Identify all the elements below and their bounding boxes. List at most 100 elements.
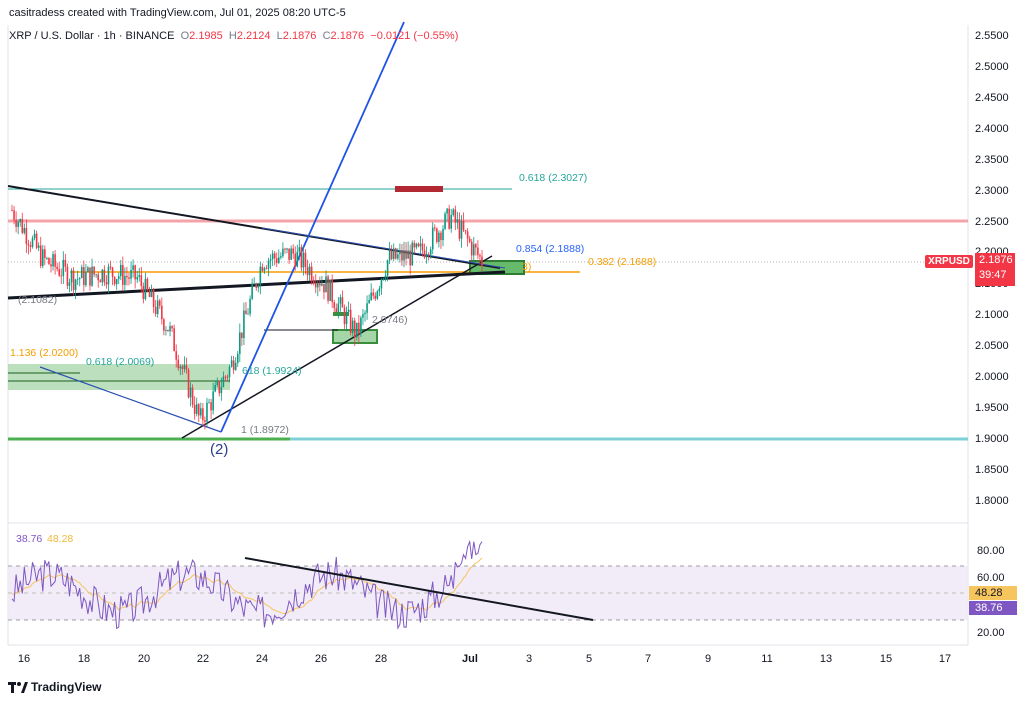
candle-body: [436, 228, 438, 242]
candle-body: [423, 250, 426, 258]
candle-body: [76, 278, 79, 280]
candle-body: [150, 289, 153, 297]
candle-body: [161, 305, 163, 320]
candle-body: [304, 252, 307, 267]
candle-body: [282, 248, 284, 257]
candle-body: [249, 298, 251, 314]
candle-body: [255, 283, 258, 288]
candle-body: [37, 245, 40, 248]
candle-body: [171, 326, 173, 329]
candle-body: [392, 248, 395, 259]
candle-body: [175, 351, 177, 360]
candle-body: [472, 244, 475, 256]
candle-body: [60, 275, 63, 277]
candle-body: [475, 244, 477, 248]
candle-body: [333, 302, 336, 309]
candle-body: [87, 267, 89, 273]
candle-body: [62, 259, 65, 277]
candle-body: [468, 238, 471, 242]
candle-body: [376, 291, 379, 299]
candle-body: [341, 297, 344, 308]
candle-body: [323, 283, 325, 293]
fib-136-label: 1.136 (2.0200): [10, 347, 79, 359]
time-tick: 26: [314, 653, 328, 665]
time-tick: 28: [374, 653, 388, 665]
rsi-tick: 20.00: [977, 627, 1005, 639]
candle-body: [177, 359, 180, 369]
candle-body: [399, 250, 401, 255]
candle-body: [56, 266, 58, 270]
fib-618-b-label: 618 (1.9924): [242, 365, 302, 377]
candle-body: [343, 307, 346, 325]
candle-body: [329, 279, 331, 301]
candle-body: [310, 266, 313, 282]
candle-body: [425, 253, 428, 258]
candle-body: [460, 221, 463, 239]
candle-body: [331, 279, 333, 303]
candle-body: [17, 221, 19, 227]
candle-body: [222, 376, 225, 387]
candle-body: [351, 320, 354, 333]
candle-body: [165, 329, 167, 331]
price-tick: 2.0500: [975, 340, 1009, 352]
candle-body: [64, 259, 67, 267]
candle-body: [122, 264, 124, 285]
candle-body: [138, 275, 141, 277]
candle-body: [70, 270, 73, 283]
candle-body: [339, 297, 342, 304]
time-tick: 24: [255, 653, 269, 665]
candle-body: [11, 209, 13, 211]
time-tick: 5: [585, 653, 593, 665]
candle-body: [29, 245, 32, 248]
candle-body: [317, 283, 319, 288]
change-value: −0.0121 (−0.55%): [370, 30, 459, 42]
low-label: L: [276, 30, 283, 42]
candle-body: [368, 299, 370, 304]
rsi-ma-label: 48.28: [47, 533, 74, 545]
impulse-line: [220, 21, 405, 433]
candle-body: [21, 219, 24, 233]
fib-618-mid-label: 0.618 (2.0069): [86, 356, 155, 368]
time-tick: 18: [77, 653, 91, 665]
candle-body: [319, 283, 321, 286]
candle-body: [314, 283, 317, 288]
candle-body: [134, 265, 136, 280]
rsi-trendline: [244, 557, 594, 621]
price-tick: 2.2500: [975, 216, 1009, 228]
candle-body: [335, 308, 338, 313]
candle-body: [179, 366, 182, 369]
candle-body: [15, 219, 17, 227]
rsi-tick: 80.00: [977, 545, 1005, 557]
candle-body: [39, 245, 42, 267]
candle-body: [442, 228, 444, 241]
candle-body: [444, 213, 446, 229]
candle-body: [382, 278, 385, 280]
price-tick: 2.4000: [975, 123, 1009, 135]
candle-body: [273, 253, 276, 259]
candle-body: [265, 268, 268, 269]
candle-body: [257, 285, 260, 288]
candle-body: [107, 266, 110, 285]
candle-body: [470, 241, 473, 256]
candle-body: [321, 283, 323, 286]
price-tick: 2.5000: [975, 61, 1009, 73]
candle-body: [372, 292, 375, 296]
fib-1-label: 1 (1.8972): [241, 424, 289, 436]
fib-382-label: 0.382 (2.1688): [588, 256, 657, 268]
candle-body: [302, 252, 305, 268]
rsi-value-label: 38.76: [16, 533, 43, 545]
candle-body: [167, 329, 169, 332]
candle-body: [195, 404, 198, 414]
open-label: O: [180, 30, 190, 42]
candle-body: [403, 250, 405, 261]
candle-body: [113, 276, 116, 285]
candle-body: [300, 247, 303, 268]
candle-body: [312, 281, 315, 284]
tradingview-logo[interactable]: TradingView: [8, 680, 101, 694]
high-value: 2.2124: [236, 30, 271, 42]
candle-body: [206, 402, 208, 422]
symbol-legend[interactable]: XRP / U.S. Dollar · 1h · BINANCE O2.1985…: [9, 30, 458, 42]
candle-body: [290, 248, 292, 260]
chart-credit: casitradess created with TradingView.com…: [9, 7, 346, 19]
